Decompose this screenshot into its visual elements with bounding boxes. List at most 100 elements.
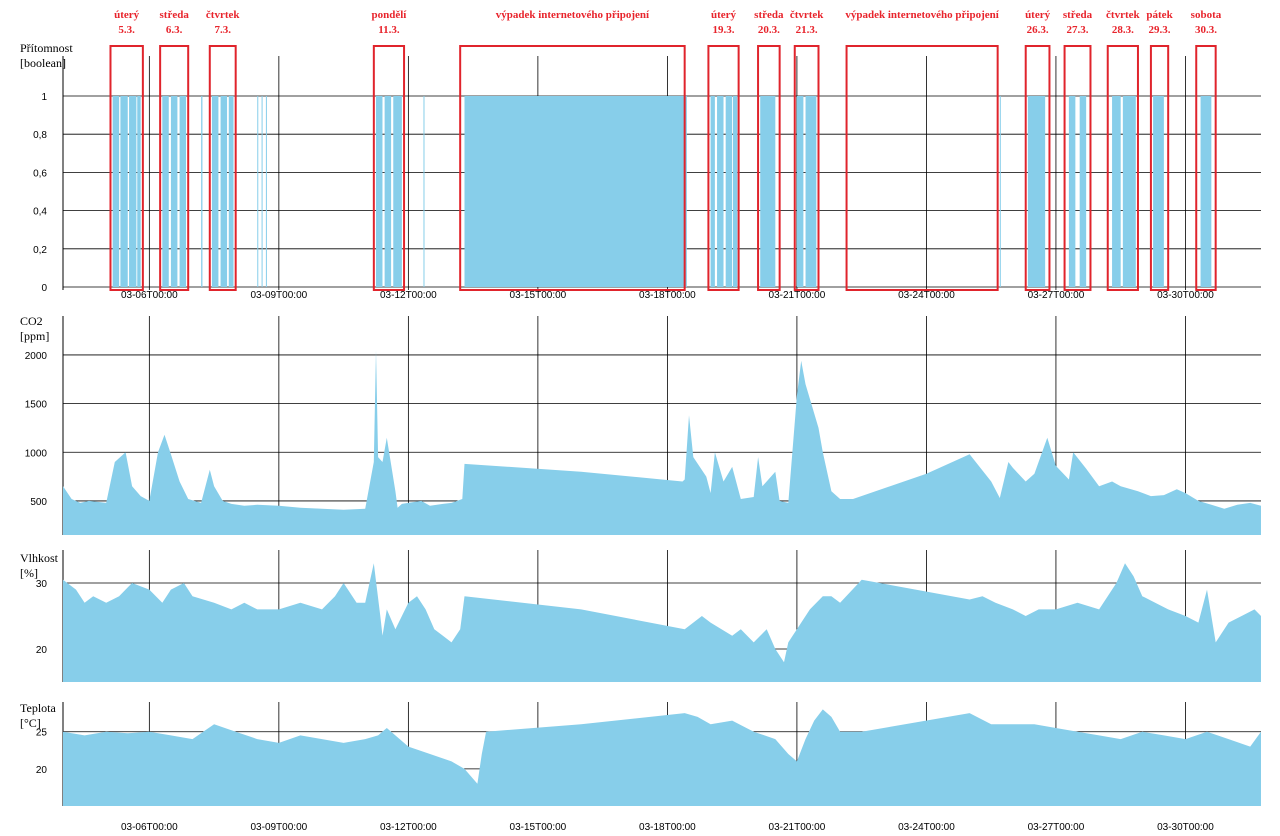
y-tick-label: 25: [36, 728, 48, 739]
annotation-label: pondělí: [372, 9, 408, 21]
presence-bar: [220, 96, 228, 287]
x-tick-label: 03-06T00:00: [121, 822, 178, 833]
annotation-label: výpadek internetového připojení: [496, 9, 650, 21]
annotation-label: sobota: [1191, 9, 1222, 21]
presence-bar: [384, 96, 392, 287]
annotation-date: 28.3.: [1112, 24, 1134, 36]
annotation-box: [1149, 45, 1170, 291]
presence-bar: [1079, 96, 1087, 287]
annotation-label: středa: [160, 9, 190, 21]
panel-2: 20 30 Vlhkost[%]: [20, 550, 1261, 682]
presence-bar: [710, 96, 715, 287]
annotation-date: 7.3.: [214, 24, 231, 36]
presence-bar: [1122, 96, 1136, 287]
presence-bar: [464, 96, 687, 287]
x-tick-label: 03-09T00:00: [250, 290, 307, 301]
annotation-box: [757, 45, 781, 291]
presence-bar: [120, 96, 128, 287]
y-tick-label: 0,4: [33, 207, 47, 218]
presence-bar: [1112, 96, 1121, 287]
presence-bar: [179, 96, 187, 287]
annotation-label: pátek: [1146, 9, 1173, 21]
y-axis-label: Vlhkost: [20, 551, 59, 565]
presence-bar: [211, 96, 219, 287]
x-tick-label: 03-12T00:00: [380, 822, 437, 833]
presence-bar: [162, 96, 169, 287]
x-tick-label: 03-27T00:00: [1028, 822, 1085, 833]
x-tick-label: 03-09T00:00: [250, 822, 307, 833]
presence-bar: [129, 96, 137, 287]
presence-bar: [265, 96, 267, 287]
annotation-date: 11.3.: [378, 24, 400, 36]
y-axis-unit: [°C]: [20, 716, 41, 730]
y-tick-label: 0,6: [33, 168, 47, 179]
annotation-label: úterý: [711, 9, 737, 21]
annotation-label: úterý: [1025, 9, 1051, 21]
y-tick-label: 1: [41, 92, 47, 103]
area-series: [63, 563, 1261, 682]
presence-bar: [261, 96, 263, 287]
x-tick-label: 03-21T00:00: [769, 822, 826, 833]
annotation-label: úterý: [114, 9, 140, 21]
presence-bar: [423, 96, 425, 287]
y-tick-label: 20: [36, 645, 48, 656]
x-tick-label: 03-12T00:00: [380, 290, 437, 301]
x-tick-label: 03-21T00:00: [769, 290, 826, 301]
presence-bar: [717, 96, 724, 287]
annotation-label: čtvrtek: [790, 9, 824, 21]
y-axis-label: CO2: [20, 314, 43, 328]
area-series: [63, 350, 1261, 535]
presence-bar: [1153, 96, 1164, 287]
presence-bar: [393, 96, 402, 287]
area-series: [63, 709, 1261, 806]
y-tick-label: 1000: [25, 448, 48, 459]
annotation-date: 19.3.: [713, 24, 735, 36]
panel-0: 0 0,2 0,4 0,6 0,8 1 Přítomnost[boolean]: [20, 41, 1261, 294]
y-axis-unit: [%]: [20, 566, 38, 580]
annotation-date: 29.3.: [1149, 24, 1171, 36]
x-tick-label: 03-24T00:00: [898, 290, 955, 301]
y-tick-label: 1500: [25, 400, 48, 411]
panel-1: 500 1000 1500 2000 CO2[ppm]: [20, 314, 1261, 535]
annotation-box: [109, 45, 144, 291]
x-tick-label: 03-06T00:00: [121, 290, 178, 301]
annotation-box: [459, 45, 686, 291]
presence-bar: [733, 96, 738, 287]
annotation-box: [845, 45, 999, 291]
presence-bar: [201, 96, 203, 287]
x-tick-label: 03-24T00:00: [898, 822, 955, 833]
annotation-box: [1063, 45, 1092, 291]
y-axis-unit: [boolean]: [20, 56, 66, 70]
y-tick-label: 0: [41, 283, 47, 294]
annotation-box: [208, 45, 237, 291]
presence-bar: [257, 96, 259, 287]
presence-bar: [796, 96, 804, 287]
annotation-label: čtvrtek: [206, 9, 240, 21]
x-tick-label: 03-30T00:00: [1157, 290, 1214, 301]
x-tick-label: 03-15T00:00: [510, 290, 567, 301]
presence-bar: [760, 96, 776, 287]
presence-bar: [1200, 96, 1212, 287]
x-tick-label: 03-27T00:00: [1028, 290, 1085, 301]
y-axis-label: Teplota: [20, 701, 56, 715]
annotation-label: středa: [754, 9, 784, 21]
y-axis-label: Přítomnost: [20, 41, 73, 55]
annotation-box: [1195, 45, 1217, 291]
annotation-box: [793, 45, 820, 291]
annotation-label: čtvrtek: [1106, 9, 1140, 21]
y-tick-label: 30: [36, 579, 48, 590]
y-tick-label: 20: [36, 765, 48, 776]
y-tick-label: 0,8: [33, 130, 47, 141]
presence-bar: [137, 96, 141, 287]
annotation-box: [1024, 45, 1051, 291]
annotation-date: 21.3.: [796, 24, 818, 36]
annotation-box: [707, 45, 740, 291]
annotation-date: 27.3.: [1067, 24, 1089, 36]
x-tick-label: 03-30T00:00: [1157, 822, 1214, 833]
presence-bar: [999, 96, 1001, 287]
x-tick-label: 03-15T00:00: [510, 822, 567, 833]
annotation-date: 30.3.: [1195, 24, 1217, 36]
x-tick-label: 03-18T00:00: [639, 822, 696, 833]
